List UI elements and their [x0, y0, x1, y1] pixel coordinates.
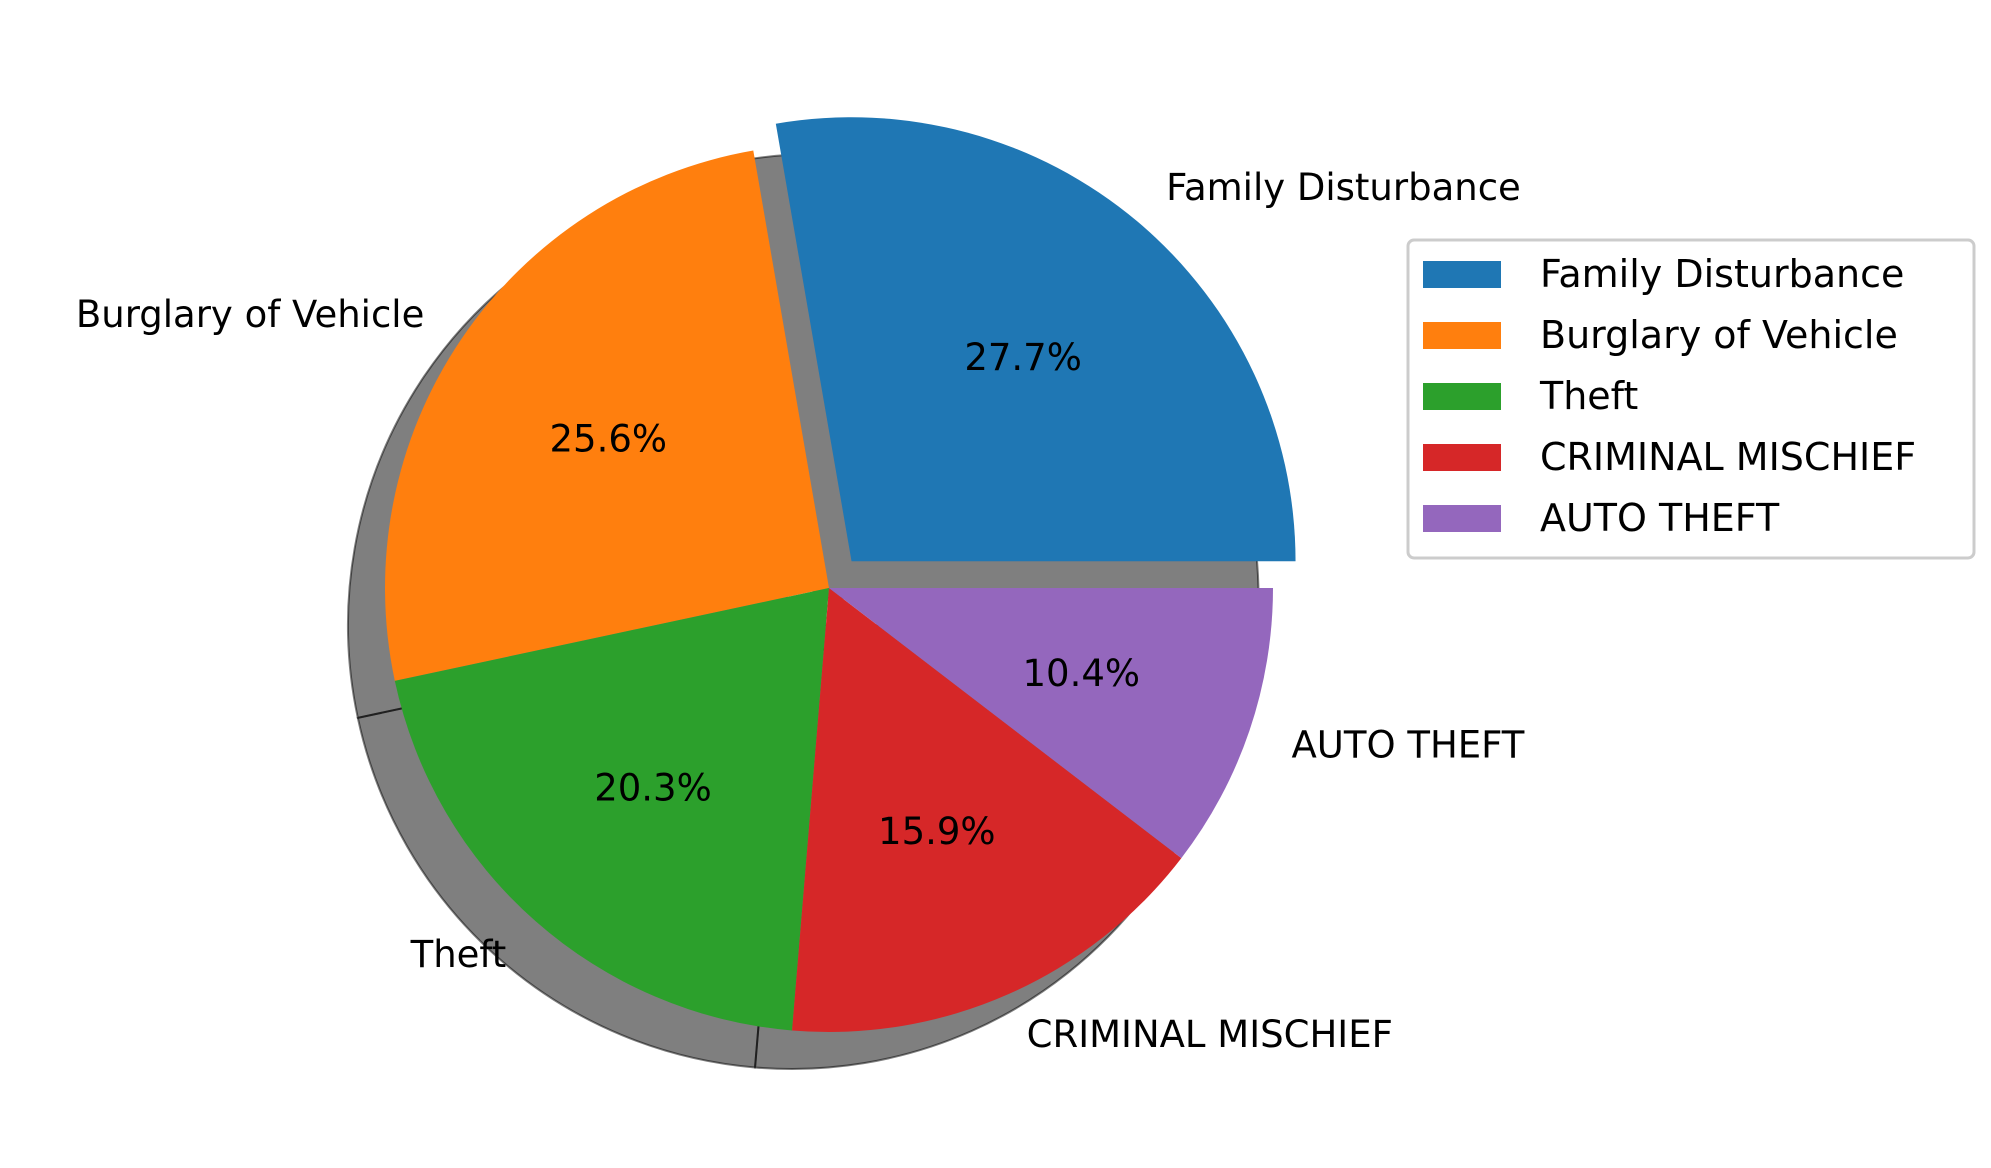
value-label-criminal-mischief: 15.9%	[878, 810, 996, 853]
value-label-theft: 20.3%	[594, 766, 712, 809]
legend-label-family-disturbance: Family Disturbance	[1540, 252, 1904, 296]
legend-swatch-auto-theft	[1423, 505, 1501, 532]
legend-label-theft: Theft	[1539, 374, 1638, 418]
category-label-family-disturbance: Family Disturbance	[1166, 166, 1521, 209]
value-label-family-disturbance: 27.7%	[964, 336, 1082, 379]
legend-items: Family Disturbance Burglary of Vehicle The…	[1423, 252, 1916, 540]
slice-auto-theft	[829, 588, 1273, 859]
value-label-burglary-of-vehicle: 25.6%	[550, 417, 668, 460]
pie-slices	[384, 117, 1296, 1032]
legend-swatch-family-disturbance	[1423, 261, 1501, 288]
legend-swatch-theft	[1423, 383, 1501, 410]
slice-criminal-mischief	[792, 588, 1182, 1032]
legend-label-criminal-mischief: CRIMINAL MISCHIEF	[1540, 435, 1916, 479]
pie-labels: 27.7% Family Disturbance 25.6% Burglary of …	[76, 166, 1525, 1056]
legend-label-auto-theft: AUTO THEFT	[1540, 496, 1780, 540]
legend-swatch-burglary-of-vehicle	[1423, 322, 1501, 349]
value-label-auto-theft: 10.4%	[1023, 652, 1141, 695]
legend-swatch-criminal-mischief	[1423, 444, 1501, 471]
slice-family-disturbance	[775, 117, 1296, 562]
category-label-auto-theft: AUTO THEFT	[1292, 723, 1525, 766]
slice-burglary-of-vehicle	[384, 150, 829, 681]
category-label-burglary-of-vehicle: Burglary of Vehicle	[76, 293, 424, 336]
slice-theft	[394, 588, 829, 1031]
category-label-theft: Theft	[410, 933, 507, 976]
legend-frame	[1406, 238, 1976, 560]
category-label-criminal-mischief: CRIMINAL MISCHIEF	[1027, 1013, 1393, 1056]
legend: Family Disturbance Burglary of Vehicle The…	[1406, 238, 1976, 560]
legend-label-burglary-of-vehicle: Burglary of Vehicle	[1540, 313, 1898, 357]
